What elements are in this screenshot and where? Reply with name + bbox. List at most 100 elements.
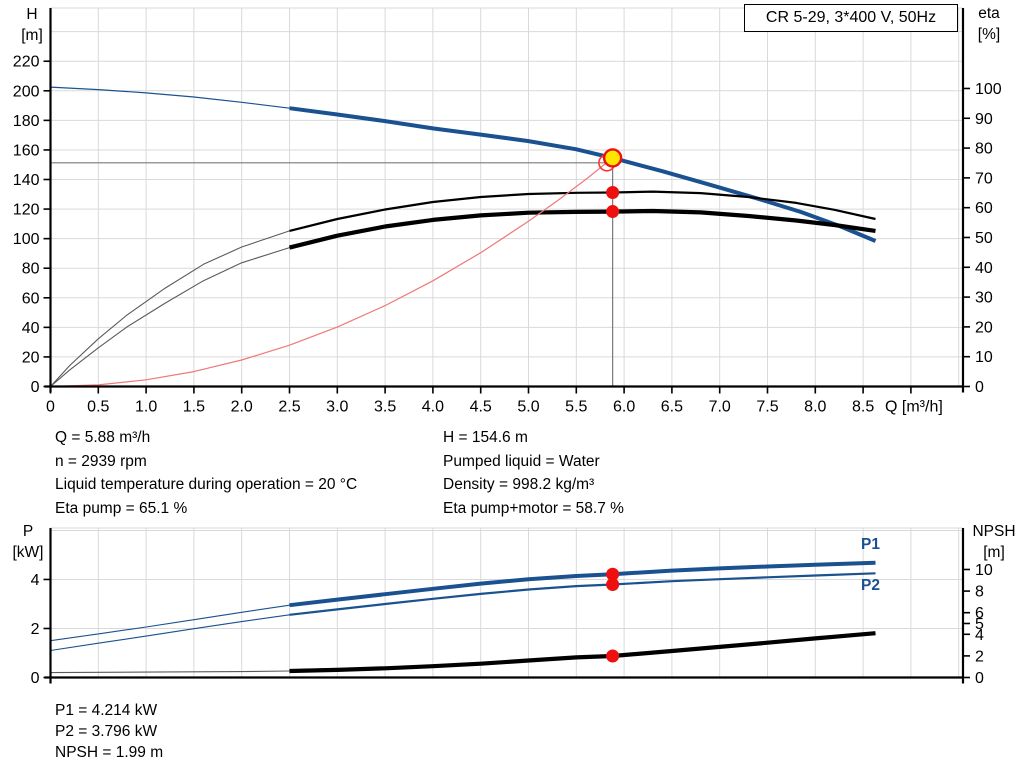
eta-pump-curve [289, 190, 876, 232]
x-tick-label: 5.5 [565, 399, 587, 416]
qh-eta-chart: 0 20 40 60 80 100 120 140 160 180 200 220 0 10 20 30 40 5… [13, 7, 1002, 416]
left-tick-label: 100 [13, 231, 40, 248]
speed-value: n = 2939 rpm [55, 452, 147, 470]
p1-value: P1 = 4.214 kW [55, 702, 158, 719]
qh-curve-extension [50, 86, 290, 109]
p2-value: P2 = 3.796 kW [55, 723, 158, 740]
left-tick-label: 80 [22, 261, 40, 278]
eta-pump-curve-extension [50, 230, 290, 387]
x-tick-label: 7.0 [709, 399, 731, 416]
right-tick-label: 40 [975, 260, 993, 277]
x-tick-label: 3.0 [326, 399, 348, 416]
x-tick-label: 0 [46, 399, 55, 416]
x-tick-label: 5.0 [517, 399, 539, 416]
right-tick-label: 0 [975, 379, 984, 396]
eta-pump-value: Eta pump = 65.1 % [55, 499, 188, 517]
right-tick-label: 50 [975, 230, 993, 247]
x-tick-label: 4.0 [422, 399, 444, 416]
flow-value: Q = 5.88 m³/h [55, 429, 151, 446]
x-tick-label: 8.0 [804, 399, 826, 416]
x-tick-label: 0.5 [87, 399, 109, 416]
p1-curve [289, 560, 876, 608]
head-value: H = 154.6 m [443, 429, 528, 446]
eta-axis-label: eta [%] [966, 3, 1012, 45]
x-tick-label: 2.5 [278, 399, 300, 416]
eta-pump-motor-curve [288, 208, 876, 250]
left-tick-label: 0 [31, 379, 40, 396]
right-tick-label: 0 [975, 670, 984, 687]
x-tick-label: 3.5 [374, 399, 396, 416]
right-tick-label: 60 [975, 200, 993, 217]
p1-curve-extension [50, 604, 290, 642]
left-tick-label: 0 [31, 670, 40, 687]
power-axis-symbol: P [22, 523, 34, 540]
npsh-value: NPSH = 1.99 m [55, 744, 164, 761]
npsh-axis-symbol: NPSH [972, 523, 1016, 540]
liquid-temperature-value: Liquid temperature during operation = 20… [55, 476, 358, 493]
eta-pump-motor-value: Eta pump+motor = 58.7 % [443, 499, 624, 517]
right-tick-label: 8 [975, 584, 984, 601]
left-tick-label: 40 [22, 320, 40, 337]
right-tick-label: 6 [975, 605, 984, 622]
x-tick-label: 8.5 [852, 399, 874, 416]
system-curve [50, 157, 613, 388]
power-axis-label: P [kW] [4, 521, 52, 563]
x-tick-label: 6.0 [613, 399, 635, 416]
eta-axis-symbol: eta [978, 5, 1000, 22]
p1-curve-label: P1 [861, 536, 880, 553]
npsh-curve-extension [50, 670, 290, 674]
npsh-axis-unit: [m] [983, 544, 1005, 561]
power-info-block: P1 = 4.214 kW P2 = 3.796 kW NPSH = 1.99 … [55, 700, 163, 763]
left-tick-label: 4 [31, 572, 40, 589]
npsh-curve [289, 631, 876, 674]
x-tick-label: 4.5 [470, 399, 492, 416]
npsh-axis-label: NPSH [m] [966, 521, 1022, 563]
density-value: Density = 998.2 kg/m³ [443, 476, 595, 493]
x-tick-label: 6.5 [661, 399, 683, 416]
qh-curve [289, 106, 877, 243]
right-tick-label: 2 [975, 648, 984, 665]
right-tick-label: 5 [975, 616, 984, 633]
eta-axis-unit: [%] [977, 26, 1001, 43]
x-tick-label: 2.0 [231, 399, 253, 416]
eta-pump-motor-curve-extension [50, 247, 290, 387]
duty-info-block-left: Q = 5.88 m³/h n = 2939 rpm Liquid temper… [55, 426, 357, 520]
left-tick-label: 120 [13, 202, 40, 219]
right-tick-label: 10 [975, 349, 993, 366]
right-tick-label: 4 [975, 627, 984, 644]
x-tick-label: 7.5 [756, 399, 778, 416]
chart-title-box: CR 5-29, 3*400 V, 50Hz [744, 4, 958, 32]
left-tick-label: 160 [13, 142, 40, 159]
x-axis-unit-label: Q [m³/h] [885, 399, 943, 416]
pump-model-title: CR 5-29, 3*400 V, 50Hz [765, 9, 937, 26]
left-tick-label: 140 [13, 172, 40, 189]
head-axis-unit: [m] [21, 27, 43, 44]
x-tick-label: 1.0 [135, 399, 157, 416]
power-axis-unit: [kW] [12, 544, 44, 561]
p2-curve-label: P2 [861, 577, 880, 594]
pumped-liquid-value: Pumped liquid = Water [443, 452, 600, 470]
p2-point [606, 577, 620, 591]
right-tick-label: 30 [975, 290, 993, 307]
left-tick-label: 60 [22, 290, 40, 307]
npsh-point [606, 649, 620, 663]
p2-curve [289, 572, 876, 616]
p1-point [606, 567, 620, 581]
p2-curve-extension [50, 614, 290, 652]
x-tick-label: 1.5 [183, 399, 205, 416]
left-tick-label: 220 [13, 54, 40, 71]
right-tick-label: 70 [975, 170, 993, 187]
left-tick-label: 2 [31, 621, 40, 638]
head-axis-label: H [m] [8, 4, 56, 46]
left-tick-label: 20 [22, 349, 40, 366]
operating-point [602, 148, 623, 168]
left-tick-label: 180 [13, 113, 40, 130]
eta-pump-motor-point [606, 205, 620, 219]
head-axis-symbol: H [26, 6, 38, 23]
eta-pump-point [606, 185, 620, 199]
right-tick-label: 20 [975, 319, 993, 336]
right-tick-label: 80 [975, 141, 993, 158]
